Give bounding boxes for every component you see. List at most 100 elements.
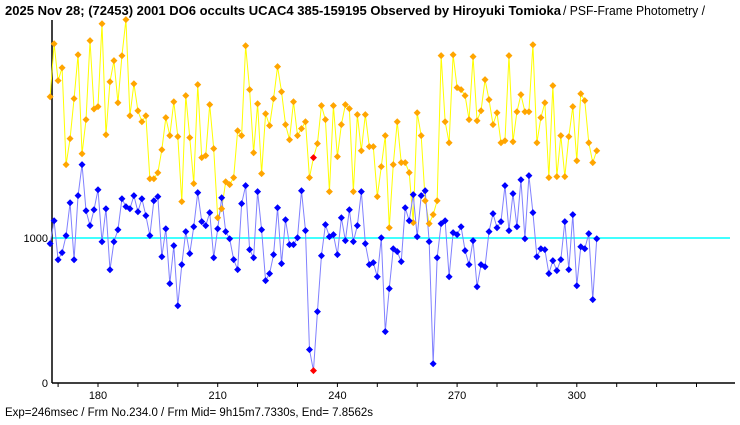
target-data-point: [222, 228, 230, 236]
target-data-point: [513, 223, 521, 231]
comparison-data-point: [461, 92, 469, 100]
target-data-point: [230, 256, 238, 264]
comparison-data-point: [381, 132, 389, 140]
target-data-point: [337, 214, 345, 222]
comparison-data-point: [569, 103, 577, 111]
target-data-point: [317, 252, 325, 260]
comparison-data-point: [313, 140, 321, 148]
target-data-point: [186, 250, 194, 258]
comparison-data-point: [337, 121, 345, 129]
comparison-data-point: [270, 95, 278, 103]
target-data-point: [445, 273, 453, 281]
target-data-point: [493, 224, 501, 232]
y-tick-label: 1000: [24, 233, 48, 245]
target-data-point: [94, 186, 102, 194]
target-data-point: [98, 238, 106, 246]
comparison-data-point: [122, 16, 130, 24]
target-data-point: [489, 210, 497, 218]
comparison-data-point: [250, 149, 258, 157]
comparison-data-point: [206, 101, 214, 109]
comparison-data-point: [493, 109, 501, 117]
target-data-point: [274, 204, 282, 212]
comparison-data-point: [537, 114, 545, 122]
target-data-point: [305, 346, 313, 354]
target-data-point: [110, 238, 118, 246]
target-data-point: [246, 246, 254, 254]
target-data-point: [134, 208, 142, 216]
comparison-data-point: [553, 173, 561, 181]
target-data-point: [569, 211, 577, 219]
comparison-data-point: [182, 92, 190, 100]
target-data-point: [573, 282, 581, 290]
target-data-point: [154, 193, 162, 201]
target-data-point: [297, 187, 305, 195]
target-data-point: [553, 267, 561, 275]
comparison-data-point: [218, 205, 226, 213]
target-data-point: [198, 218, 206, 226]
target-data-point: [278, 260, 286, 268]
target-data-point: [234, 266, 242, 274]
comparison-data-point: [162, 114, 170, 122]
comparison-data-point: [62, 161, 70, 169]
target-data-point: [441, 217, 449, 225]
target-data-point: [218, 194, 226, 202]
comparison-data-point: [593, 147, 601, 155]
comparison-data-point: [401, 159, 409, 167]
target-data-point: [206, 209, 214, 217]
comparison-data-point: [126, 112, 134, 120]
comparison-data-point: [369, 143, 377, 151]
target-data-point: [453, 231, 461, 239]
comparison-data-point: [573, 157, 581, 165]
comparison-data-point: [118, 52, 126, 60]
target-data-point: [313, 308, 321, 316]
target-data-point: [266, 270, 274, 278]
chart-subtitle: / PSF-Frame Photometry /: [563, 4, 706, 18]
target-data-point: [481, 263, 489, 271]
target-data-point: [417, 192, 425, 200]
comparison-data-point: [377, 163, 385, 171]
comparison-data-point: [170, 98, 178, 106]
x-tick-label: 240: [328, 390, 346, 402]
comparison-data-point: [429, 211, 437, 219]
comparison-data-point: [437, 52, 445, 60]
target-data-point: [174, 302, 182, 310]
target-data-point: [329, 231, 337, 239]
target-data-point: [413, 233, 421, 241]
target-data-point: [501, 182, 509, 190]
comparison-data-point: [449, 51, 457, 59]
comparison-data-point: [282, 121, 290, 129]
target-data-point: [226, 235, 234, 243]
comparison-data-point: [158, 146, 166, 154]
target-data-point: [90, 206, 98, 214]
comparison-data-point: [473, 117, 481, 125]
target-data-point: [321, 221, 329, 229]
target-data-point: [166, 280, 174, 288]
target-data-point: [130, 192, 138, 200]
target-data-point: [589, 296, 597, 304]
target-data-point: [54, 256, 62, 264]
target-data-point: [86, 222, 94, 230]
comparison-data-point: [325, 188, 333, 196]
comparison-data-point: [445, 139, 453, 147]
comparison-data-point: [305, 174, 313, 182]
comparison-data-point: [585, 139, 593, 147]
comparison-data-point: [457, 86, 465, 94]
target-data-point: [517, 176, 525, 184]
target-data-point: [457, 223, 465, 231]
comparison-data-point: [246, 86, 254, 94]
target-data-point: [250, 254, 258, 262]
comparison-data-point: [54, 77, 62, 85]
target-data-point: [190, 223, 198, 231]
target-data-point: [254, 188, 262, 196]
chart-title: 2025 Nov 28; (72453) 2001 DO6 occults UC…: [5, 4, 562, 18]
comparison-data-point: [433, 197, 441, 205]
target-data-point: [62, 232, 70, 240]
comparison-data-point: [106, 78, 114, 86]
comparison-data-point: [266, 122, 274, 130]
target-data-point: [525, 172, 533, 180]
target-data-point: [70, 256, 78, 264]
comparison-data-point: [194, 81, 202, 89]
comparison-data-point: [134, 107, 142, 115]
comparison-data-point: [238, 132, 246, 140]
